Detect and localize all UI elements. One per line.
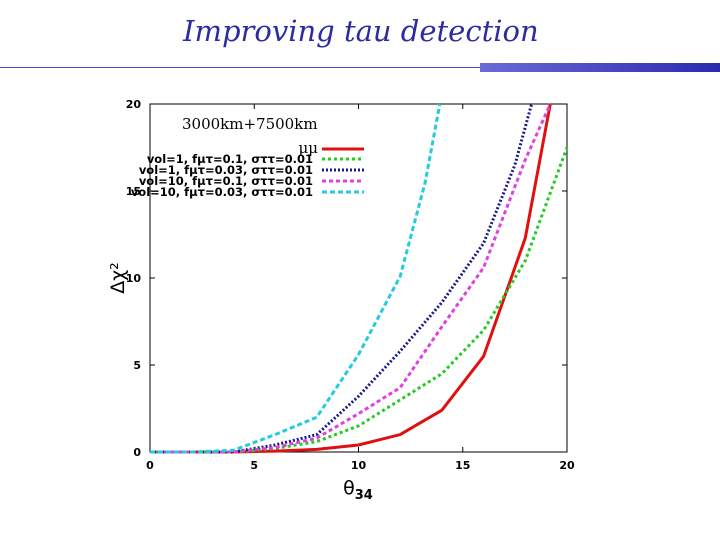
series-layer	[150, 103, 569, 454]
x-axis-label-subscript: 34	[355, 488, 373, 503]
legend-label-4: vol=10, fμτ=0.1, σττ=0.01	[139, 174, 313, 188]
y-tick-label: 15	[126, 185, 141, 198]
x-tick-label: 0	[146, 459, 154, 472]
x-tick-label: 15	[455, 459, 470, 472]
legend-label-3: vol=1, fμτ=0.03, σττ=0.01	[139, 163, 313, 177]
y-tick-label: 0	[133, 446, 141, 459]
legend-label-2: vol=1, fμτ=0.1, σττ=0.01	[147, 152, 313, 166]
series-line-4	[150, 103, 552, 454]
legend-label-5: vol=10, fμτ=0.03, σττ=0.01	[131, 185, 313, 199]
y-axis-label: Δχ²	[107, 262, 129, 294]
x-axis-label: θ34	[343, 477, 373, 503]
y-tick-label: 20	[126, 98, 142, 111]
x-axis-label-symbol: θ	[343, 477, 355, 499]
series-line-3	[150, 103, 534, 454]
title-underline-thick	[480, 63, 720, 72]
y-tick-label: 5	[133, 359, 141, 372]
x-tick-label: 10	[351, 459, 367, 472]
axis-ticks: 0 5 10 15 20 0 5 10 15 20	[126, 98, 575, 472]
series-line-5	[150, 103, 442, 454]
title-underline-bar	[0, 59, 720, 77]
slide-title: Improving tau detection	[183, 14, 539, 48]
x-tick-label: 5	[250, 459, 258, 472]
series-line-2	[150, 146, 569, 454]
x-tick-label: 20	[559, 459, 575, 472]
y-tick-label: 10	[126, 272, 142, 285]
legend-label-1: μμ	[299, 139, 319, 157]
title-underline-thin	[0, 67, 480, 68]
chart-title: 3000km+7500km	[182, 115, 318, 133]
